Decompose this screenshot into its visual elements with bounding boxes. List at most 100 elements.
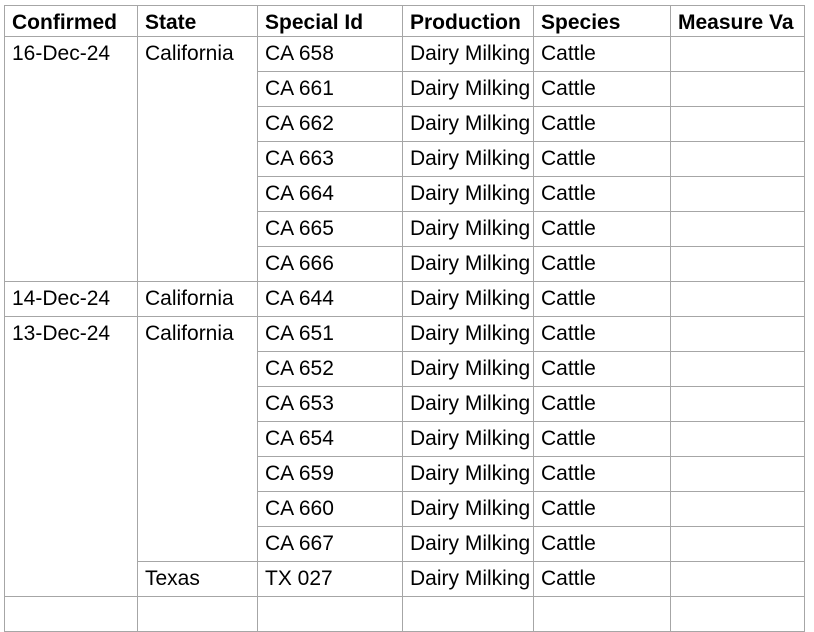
cell-species: Cattle	[533, 421, 671, 457]
cell-special-id	[257, 596, 403, 632]
cell-confirmed: 13-Dec-24	[4, 316, 138, 597]
column-header-confirmed: Confirmed	[4, 5, 138, 37]
cell-special-id: CA 644	[257, 281, 403, 317]
cell-species: Cattle	[533, 176, 671, 212]
cell-special-id: CA 666	[257, 246, 403, 282]
cell-species: Cattle	[533, 36, 671, 72]
cell-measure-value	[670, 526, 805, 562]
table-row: CA 659 Dairy Milking Cattle	[5, 456, 805, 492]
table-row: CA 664 Dairy Milking Cattle	[5, 176, 805, 212]
cell-production: Dairy Milking	[402, 106, 534, 142]
cell-production: Dairy Milking	[402, 491, 534, 527]
table-row: CA 661 Dairy Milking Cattle	[5, 71, 805, 107]
cell-production: Dairy Milking	[402, 141, 534, 177]
cell-special-id: CA 660	[257, 491, 403, 527]
header-row: Confirmed State Special Id Production Sp…	[4, 5, 805, 37]
cell-special-id: CA 659	[257, 456, 403, 492]
cell-special-id: CA 662	[257, 106, 403, 142]
cell-species: Cattle	[533, 211, 671, 247]
cell-confirmed: 14-Dec-24	[4, 281, 138, 317]
cell-measure-value	[670, 316, 805, 352]
cell-production: Dairy Milking	[402, 176, 534, 212]
cell-species: Cattle	[533, 281, 671, 317]
table-row: CA 662 Dairy Milking Cattle	[5, 106, 805, 142]
cell-measure-value	[670, 386, 805, 422]
cell-special-id: CA 651	[257, 316, 403, 352]
table-row	[4, 596, 805, 632]
cell-measure-value	[670, 211, 805, 247]
table-row: 16-Dec-24 California CA 658 Dairy Milking Ca…	[4, 36, 805, 282]
cell-production: Dairy Milking	[402, 246, 534, 282]
cell-species: Cattle	[533, 351, 671, 387]
cell-confirmed: 16-Dec-24	[4, 36, 138, 282]
cell-special-id: CA 654	[257, 421, 403, 457]
cell-measure-value	[670, 561, 805, 597]
cell-production: Dairy Milking	[402, 281, 534, 317]
cell-species: Cattle	[533, 71, 671, 107]
cell-production: Dairy Milking	[402, 561, 534, 597]
column-header-measure-value: Measure Va	[670, 5, 805, 37]
cell-measure-value	[670, 596, 805, 632]
cell-measure-value	[670, 176, 805, 212]
cell-measure-value	[670, 36, 805, 72]
cell-state: California	[137, 281, 258, 317]
data-table: Confirmed State Special Id Production Sp…	[4, 5, 805, 632]
cell-special-id: CA 658	[257, 36, 403, 72]
cell-production: Dairy Milking	[402, 421, 534, 457]
column-header-production: Production	[402, 5, 534, 37]
cell-production: Dairy Milking	[402, 71, 534, 107]
cell-measure-value	[670, 491, 805, 527]
cell-species	[533, 596, 671, 632]
cell-state	[137, 596, 258, 632]
table-row: 13-Dec-24 California CA 651 Dairy Milking Ca…	[4, 316, 805, 597]
column-header-special-id: Special Id	[257, 5, 403, 37]
cell-production: Dairy Milking	[402, 456, 534, 492]
table-body: 16-Dec-24 California CA 658 Dairy Milking Ca…	[4, 36, 805, 632]
table-row: CA 653 Dairy Milking Cattle	[5, 386, 805, 422]
cell-production: Dairy Milking	[402, 36, 534, 72]
page: Confirmed State Special Id Production Sp…	[4, 5, 805, 632]
cell-measure-value	[670, 106, 805, 142]
cell-species: Cattle	[533, 561, 671, 597]
cell-measure-value	[670, 421, 805, 457]
cell-special-id: CA 667	[257, 526, 403, 562]
cell-species: Cattle	[533, 491, 671, 527]
cell-production: Dairy Milking	[402, 526, 534, 562]
cell-confirmed	[4, 596, 138, 632]
cell-measure-value	[670, 246, 805, 282]
cell-measure-value	[670, 71, 805, 107]
table-row: CA 665 Dairy Milking Cattle	[5, 211, 805, 247]
cell-species: Cattle	[533, 141, 671, 177]
cell-species: Cattle	[533, 316, 671, 352]
cell-state: Texas	[137, 561, 258, 597]
cell-state: California	[137, 36, 258, 282]
cell-special-id: CA 661	[257, 71, 403, 107]
table-row: CA 663 Dairy Milking Cattle	[5, 141, 805, 177]
column-header-species: Species	[533, 5, 671, 37]
cell-special-id: CA 664	[257, 176, 403, 212]
column-header-state: State	[137, 5, 258, 37]
cell-species: Cattle	[533, 456, 671, 492]
cell-species: Cattle	[533, 526, 671, 562]
cell-special-id: CA 665	[257, 211, 403, 247]
cell-production: Dairy Milking	[402, 316, 534, 352]
cell-species: Cattle	[533, 106, 671, 142]
cell-state: California	[137, 316, 258, 562]
cell-special-id: CA 663	[257, 141, 403, 177]
cell-measure-value	[670, 456, 805, 492]
cell-production: Dairy Milking	[402, 211, 534, 247]
cell-measure-value	[670, 351, 805, 387]
cell-special-id: CA 653	[257, 386, 403, 422]
cell-production	[402, 596, 534, 632]
table-row: 14-Dec-24 California CA 644 Dairy Milking Ca…	[4, 281, 805, 317]
cell-special-id: CA 652	[257, 351, 403, 387]
cell-species: Cattle	[533, 246, 671, 282]
cell-production: Dairy Milking	[402, 386, 534, 422]
table-row: CA 666 Dairy Milking Cattle	[5, 246, 805, 282]
cell-measure-value	[670, 141, 805, 177]
table-row: CA 667 Dairy Milking Cattle	[5, 526, 805, 562]
cell-species: Cattle	[533, 386, 671, 422]
cell-special-id: TX 027	[257, 561, 403, 597]
cell-measure-value	[670, 281, 805, 317]
cell-production: Dairy Milking	[402, 351, 534, 387]
